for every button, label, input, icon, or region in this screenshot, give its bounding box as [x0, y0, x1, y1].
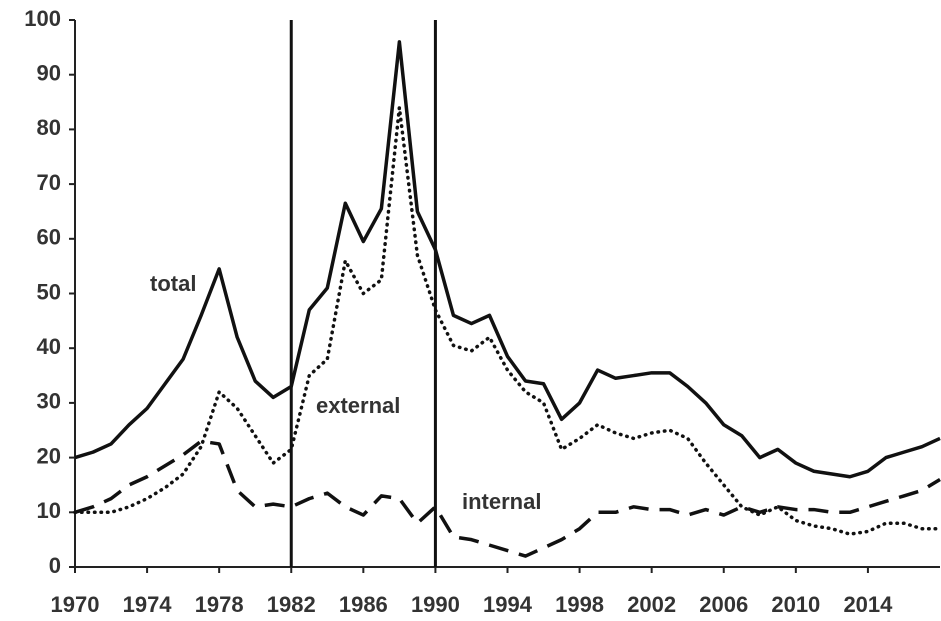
x-tick-label: 1970: [51, 592, 100, 617]
y-tick-label: 80: [37, 115, 61, 140]
series-annotation: internal: [462, 489, 541, 514]
series-annotation: total: [150, 271, 196, 296]
y-tick-label: 60: [37, 225, 61, 250]
y-tick-label: 20: [37, 443, 61, 468]
y-tick-label: 40: [37, 334, 61, 359]
y-tick-label: 0: [49, 553, 61, 578]
y-tick-label: 30: [37, 389, 61, 414]
x-tick-label: 2002: [627, 592, 676, 617]
y-tick-label: 100: [24, 6, 61, 31]
x-tick-label: 1990: [411, 592, 460, 617]
x-tick-label: 1986: [339, 592, 388, 617]
y-tick-label: 70: [37, 170, 61, 195]
y-tick-label: 10: [37, 498, 61, 523]
x-tick-label: 2006: [699, 592, 748, 617]
y-tick-label: 90: [37, 61, 61, 86]
x-tick-label: 1998: [555, 592, 604, 617]
series-annotation: external: [316, 393, 400, 418]
x-tick-label: 1974: [123, 592, 173, 617]
x-tick-label: 1978: [195, 592, 244, 617]
x-tick-label: 1982: [267, 592, 316, 617]
x-tick-label: 1994: [483, 592, 533, 617]
series-line: [74, 439, 941, 558]
y-tick-label: 50: [37, 279, 61, 304]
x-tick-label: 2014: [843, 592, 893, 617]
series-line: [74, 40, 941, 479]
series-line: [73, 105, 941, 536]
x-tick-label: 2010: [771, 592, 820, 617]
